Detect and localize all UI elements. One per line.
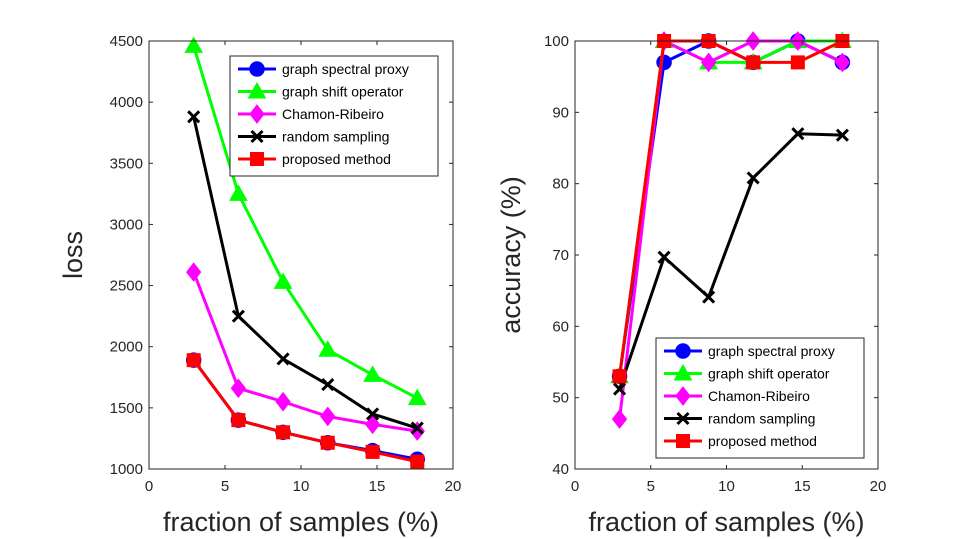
accuracy-y-tick-label: 40 (552, 461, 569, 478)
loss-y-axis-label: loss (58, 231, 88, 279)
accuracy-y-tick-label: 60 (552, 318, 569, 335)
accuracy-legend: graph spectral proxy graph shift operator… (655, 337, 865, 459)
loss-x-tick-label: 15 (369, 478, 386, 495)
accuracy-x-tick-label: 15 (794, 478, 811, 495)
loss-point-chamon-ribeiro-3 (320, 406, 336, 427)
loss-point-proposed-method-2 (276, 425, 291, 440)
loss-point-random-sampling-1 (231, 309, 245, 323)
loss-legend-marker-random-sampling (250, 129, 264, 144)
loss-point-random-sampling-5 (410, 421, 424, 435)
accuracy-point-proposed-method-3 (746, 55, 761, 70)
accuracy-point-random-sampling-1 (657, 250, 671, 264)
loss-chart-panel: 0 5 10 15 20 1000 1500 2000 2500 3000 3500 4000 4500… (58, 33, 461, 537)
accuracy-legend-marker-graph-shift-operator (673, 363, 693, 381)
loss-y-tick-label: 3000 (110, 216, 143, 233)
loss-series-line-random-sampling (192, 116, 418, 430)
loss-x-axis-label: fraction of samples (%) (163, 507, 439, 537)
accuracy-legend-marker-proposed-method (676, 434, 690, 448)
loss-point-graph-shift-operator-4 (363, 365, 382, 382)
accuracy-legend-label-graph-shift-operator: graph shift operator (708, 366, 830, 382)
accuracy-point-chamon-ribeiro-5 (834, 52, 851, 73)
loss-series-line-chamon-ribeiro (192, 271, 418, 433)
loss-y-tick-label: 2500 (110, 278, 143, 295)
accuracy-point-chamon-ribeiro-2 (700, 52, 717, 73)
accuracy-y-tick-label: 90 (552, 104, 569, 121)
accuracy-legend-label-proposed-method: proposed method (708, 433, 817, 449)
accuracy-legend-label-random-sampling: random sampling (708, 411, 815, 427)
loss-legend-label-random-sampling: random sampling (282, 129, 389, 145)
accuracy-y-tick-label: 70 (552, 247, 569, 264)
loss-legend-marker-proposed-method (250, 152, 264, 166)
accuracy-point-random-sampling-0 (612, 382, 627, 396)
accuracy-series-line-proposed-method (618, 39, 844, 377)
accuracy-legend-label-chamon-ribeiro: Chamon-Ribeiro (708, 388, 810, 404)
loss-point-random-sampling-4 (366, 407, 380, 421)
accuracy-point-random-sampling-5 (835, 128, 849, 142)
loss-y-tick-label: 3500 (110, 155, 143, 172)
loss-y-tick-label: 1000 (110, 461, 143, 478)
loss-x-tick-label: 10 (293, 478, 310, 495)
loss-y-tick-label: 1500 (110, 400, 143, 417)
loss-point-random-sampling-0 (187, 110, 201, 124)
accuracy-x-tick-label: 5 (647, 478, 655, 495)
accuracy-chart-panel: 0 5 10 15 20 40 50 60 70 80 90 100 fraction of sampl… (496, 31, 887, 537)
loss-point-random-sampling-2 (276, 352, 290, 366)
loss-y-tick-label: 4500 (110, 33, 143, 50)
accuracy-y-tick-label: 50 (552, 390, 569, 407)
loss-x-tick-label: 5 (221, 478, 229, 495)
accuracy-point-random-sampling-4 (791, 127, 805, 141)
loss-legend-box (229, 55, 439, 177)
accuracy-legend-label-graph-spectral-proxy: graph spectral proxy (708, 343, 835, 359)
accuracy-point-proposed-method-0 (612, 369, 627, 384)
accuracy-point-random-sampling-3 (746, 171, 760, 185)
accuracy-legend-marker-chamon-ribeiro (675, 386, 691, 406)
loss-point-proposed-method-4 (365, 444, 380, 459)
loss-point-graph-shift-operator-1 (229, 184, 248, 201)
accuracy-legend-marker-random-sampling (676, 411, 690, 426)
loss-point-chamon-ribeiro-0 (186, 262, 202, 282)
loss-legend-label-graph-spectral-proxy: graph spectral proxy (282, 61, 409, 77)
loss-y-tick-label: 2000 (110, 339, 143, 356)
accuracy-x-tick-label: 0 (571, 478, 579, 495)
loss-point-proposed-method-1 (231, 413, 246, 428)
loss-point-proposed-method-3 (320, 435, 335, 450)
accuracy-x-tick-label: 20 (870, 478, 887, 495)
loss-point-graph-shift-operator-5 (407, 388, 427, 406)
accuracy-legend-marker-graph-spectral-proxy (675, 343, 691, 359)
loss-legend-marker-chamon-ribeiro (249, 104, 265, 124)
accuracy-legend-box (655, 337, 865, 459)
loss-y-tick-label: 4000 (110, 94, 143, 111)
loss-point-random-sampling-3 (321, 378, 335, 392)
accuracy-series-line-random-sampling (618, 132, 843, 390)
loss-legend: graph spectral proxy graph shift operator… (229, 55, 439, 177)
accuracy-x-tick-label: 10 (718, 478, 735, 495)
accuracy-y-axis-label: accuracy (%) (496, 176, 526, 334)
loss-legend-marker-graph-spectral-proxy (249, 61, 265, 77)
accuracy-point-proposed-method-4 (790, 55, 805, 70)
loss-x-tick-label: 20 (445, 478, 462, 495)
accuracy-x-axis-label: fraction of samples (%) (588, 507, 864, 537)
loss-point-proposed-method-5 (410, 454, 425, 469)
loss-legend-label-chamon-ribeiro: Chamon-Ribeiro (282, 106, 384, 122)
loss-point-graph-shift-operator-0 (184, 36, 204, 53)
accuracy-point-chamon-ribeiro-0 (611, 409, 628, 429)
accuracy-point-random-sampling-2 (702, 290, 716, 304)
loss-legend-marker-graph-shift-operator (247, 81, 267, 99)
loss-legend-label-proposed-method: proposed method (282, 151, 391, 167)
loss-point-proposed-method-0 (186, 353, 201, 368)
loss-point-graph-shift-operator-3 (318, 340, 338, 357)
loss-legend-label-graph-shift-operator: graph shift operator (282, 84, 404, 100)
loss-x-tick-label: 0 (145, 478, 153, 495)
loss-point-chamon-ribeiro-2 (275, 391, 291, 412)
loss-point-chamon-ribeiro-1 (230, 378, 247, 399)
loss-point-graph-shift-operator-2 (273, 272, 293, 289)
loss-point-chamon-ribeiro-4 (364, 414, 381, 435)
accuracy-y-tick-label: 80 (552, 176, 569, 193)
loss-series-line-proposed-method (192, 359, 418, 464)
accuracy-y-tick-label: 100 (544, 33, 569, 50)
